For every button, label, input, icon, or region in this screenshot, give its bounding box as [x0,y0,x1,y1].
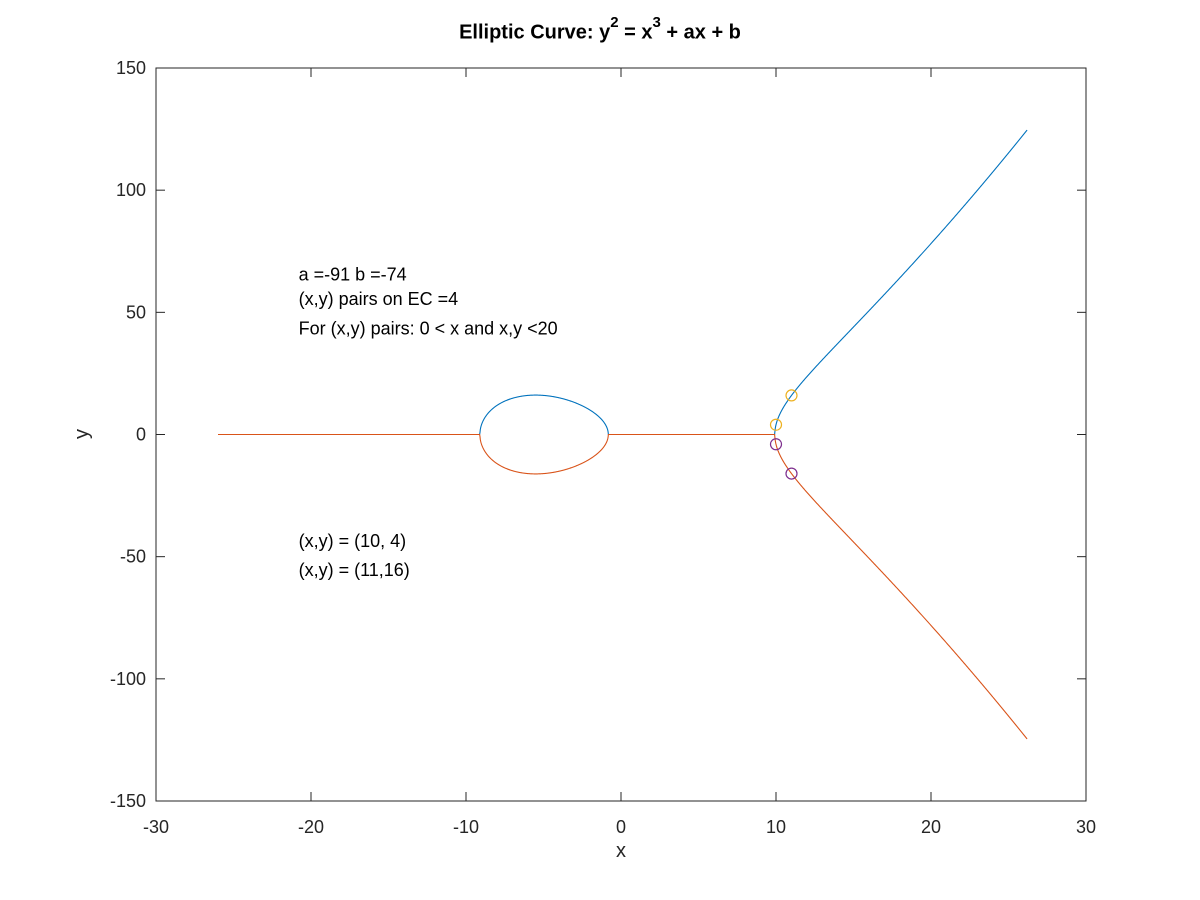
annotation-text: a =-91 b =-74 [299,265,407,285]
x-tick-label: 10 [766,817,786,837]
annotation-text: (x,y) = (11,16) [299,560,410,580]
x-tick-label: 20 [921,817,941,837]
y-tick-label: 50 [126,302,146,322]
x-tick-label: -30 [143,817,169,837]
x-tick-label: 0 [616,817,626,837]
annotation-text: (x,y) = (10, 4) [299,531,407,551]
marker-point [785,467,798,480]
chart-title: Elliptic Curve: y2 = x3 + ax + b [0,14,1200,45]
y-tick-label: -150 [110,791,146,811]
x-tick-label: -10 [453,817,479,837]
x-axis-label: x [616,840,626,862]
title-mid: = x [618,21,653,44]
marker-point [769,438,783,451]
curve-lower-branch [218,433,1028,740]
y-tick-label: -100 [110,669,146,689]
x-tick-label: -20 [298,817,324,837]
y-tick-label: 0 [136,425,146,445]
marker-point [769,418,783,431]
title-exp-2: 2 [610,14,619,31]
x-tick-label: 30 [1076,817,1096,837]
annotation-text: For (x,y) pairs: 0 < x and x,y <20 [299,318,558,338]
y-tick-label: -50 [120,547,146,567]
marker-point [785,389,798,402]
annotation-text: (x,y) pairs on EC =4 [299,289,459,309]
y-tick-label: 100 [116,180,146,200]
title-exp-3: 3 [652,14,661,31]
y-axis-label: y [71,429,93,439]
title-suffix: + ax + b [660,21,741,44]
y-tick-label: 150 [116,58,146,78]
title-prefix: Elliptic Curve: y [459,21,611,44]
